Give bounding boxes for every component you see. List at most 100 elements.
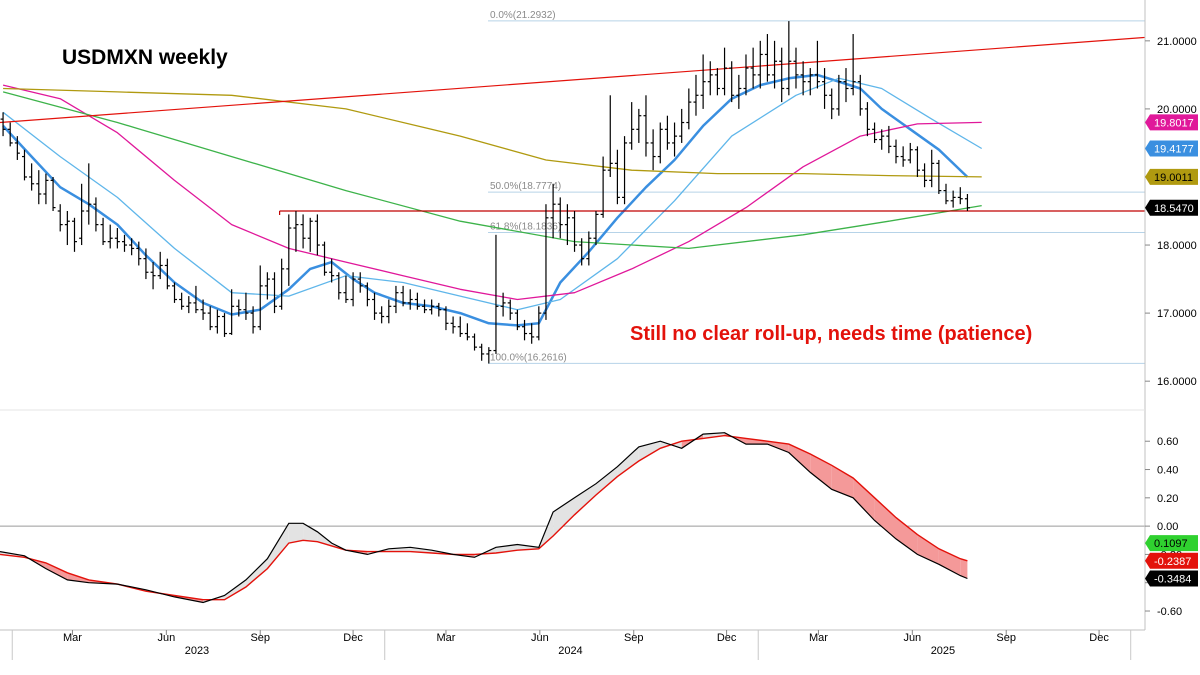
price-value-badge: 19.0011	[1145, 168, 1198, 185]
ohlc-bar	[179, 292, 185, 310]
ohlc-bar	[164, 258, 170, 290]
chart-annotation: Still no clear roll-up, needs time (pati…	[630, 323, 1032, 345]
ohlc-bar	[872, 122, 878, 143]
price-axis-tick-label: 18.0000	[1157, 240, 1197, 252]
ohlc-bar	[486, 347, 492, 364]
moving-average-line	[2, 91, 982, 250]
ohlc-bar	[207, 306, 213, 331]
ohlc-bar	[593, 211, 599, 246]
ohlc-bar	[843, 68, 849, 103]
ohlc-bar	[322, 241, 328, 276]
ohlc-bar	[193, 285, 199, 314]
oscillator-value-badge-label: -0.3484	[1154, 573, 1191, 585]
oscillator-spread-fill	[960, 558, 968, 579]
ohlc-bar	[614, 149, 620, 205]
oscillator-spread-fill	[574, 483, 596, 515]
ohlc-bar	[936, 159, 942, 194]
ohlc-bar	[386, 299, 392, 324]
month-tick-label: Jun	[531, 632, 549, 644]
ohlc-bar	[529, 323, 535, 344]
month-tick-label: Jun	[157, 632, 175, 644]
ohlc-bar	[857, 74, 863, 116]
ohlc-bar	[929, 149, 935, 188]
ohlc-bar	[743, 54, 749, 96]
oscillator-axis-tick-label: -0.60	[1157, 606, 1182, 618]
ohlc-bar	[557, 197, 563, 239]
ohlc-bar	[900, 146, 906, 167]
ohlc-bar	[50, 176, 56, 212]
ohlc-bar	[864, 102, 870, 137]
ohlc-bar	[379, 306, 385, 324]
ohlc-bar	[772, 40, 778, 89]
ohlc-bar	[64, 211, 70, 246]
price-axis-tick-label: 17.0000	[1157, 308, 1197, 320]
ohlc-bar	[907, 142, 913, 164]
oscillator-spread-fill	[638, 441, 661, 461]
ohlc-bar	[693, 74, 699, 116]
month-tick-label: Mar	[63, 632, 82, 644]
fib-level-label: 100.0%(16.2616)	[490, 352, 567, 363]
ohlc-bar	[7, 122, 13, 147]
month-tick-label: Dec	[343, 632, 363, 644]
ohlc-bar	[300, 214, 306, 249]
ohlc-bar	[286, 214, 292, 286]
ohlc-bar	[114, 228, 120, 249]
ohlc-bar	[636, 108, 642, 143]
oscillator-panel	[0, 432, 1145, 604]
ohlc-bar	[586, 231, 592, 266]
oscillator-spread-fill	[596, 466, 618, 495]
oscillator-value-badge-shape	[1145, 535, 1198, 552]
ohlc-bar	[672, 122, 678, 157]
fib-level-label: 61.8%(18.1836)	[490, 222, 561, 233]
ohlc-bar	[964, 193, 970, 212]
ohlc-bar	[129, 238, 135, 256]
oscillator-spread-fill	[831, 465, 854, 498]
ohlc-bar	[729, 61, 735, 103]
oscillator-value-badge: 0.1097	[1145, 535, 1198, 552]
month-tick-label: Mar	[436, 632, 455, 644]
ohlc-bar	[257, 265, 263, 331]
ohlc-bar	[607, 95, 613, 177]
month-tick-label: Jun	[903, 632, 921, 644]
ohlc-bar	[950, 190, 956, 208]
moving-average-line	[3, 87, 982, 178]
oscillator-spread-fill	[746, 438, 768, 445]
ohlc-bar	[314, 214, 320, 256]
ohlc-bar	[814, 40, 820, 89]
oscillator-spread-fill	[874, 497, 896, 539]
ohlc-bar	[14, 136, 20, 160]
ohlc-bar	[200, 299, 206, 320]
oscillator-axis-tick-label: 0.40	[1157, 465, 1178, 477]
ohlc-bar	[836, 74, 842, 116]
ohlc-bar	[236, 299, 242, 317]
price-bars	[0, 21, 970, 364]
ohlc-bar	[914, 146, 920, 177]
ohlc-bar	[879, 129, 885, 150]
ohlc-bar	[243, 292, 249, 320]
ohlc-bar	[686, 88, 692, 130]
oscillator-spread-fill	[45, 562, 68, 580]
ohlc-bar	[229, 289, 235, 335]
ohlc-bar	[779, 47, 785, 103]
fib-level-label: 50.0%(18.7774)	[490, 181, 561, 192]
month-tick-label: Dec	[717, 632, 737, 644]
ohlc-bar	[579, 238, 585, 266]
ohlc-bar	[507, 299, 513, 320]
ohlc-bar	[36, 170, 42, 205]
ohlc-bar	[71, 217, 77, 252]
price-axis-tick-label: 21.0000	[1157, 36, 1197, 48]
ohlc-bar	[714, 68, 720, 96]
price-value-badge-label: 19.4177	[1154, 144, 1194, 156]
ohlc-bar	[943, 183, 949, 205]
ohlc-bar	[393, 285, 399, 314]
ohlc-bar	[279, 258, 285, 310]
ohlc-bar	[643, 95, 649, 157]
trend-lines	[0, 36, 1146, 216]
ohlc-bar	[886, 125, 892, 154]
moving-average-line	[2, 84, 982, 301]
ohlc-bar	[957, 187, 963, 205]
price-axis-tick-label: 16.0000	[1157, 376, 1197, 388]
price-value-badge-shape	[1145, 168, 1198, 185]
price-axis-tick-label: 20.0000	[1157, 104, 1197, 116]
ohlc-bar	[157, 251, 163, 280]
